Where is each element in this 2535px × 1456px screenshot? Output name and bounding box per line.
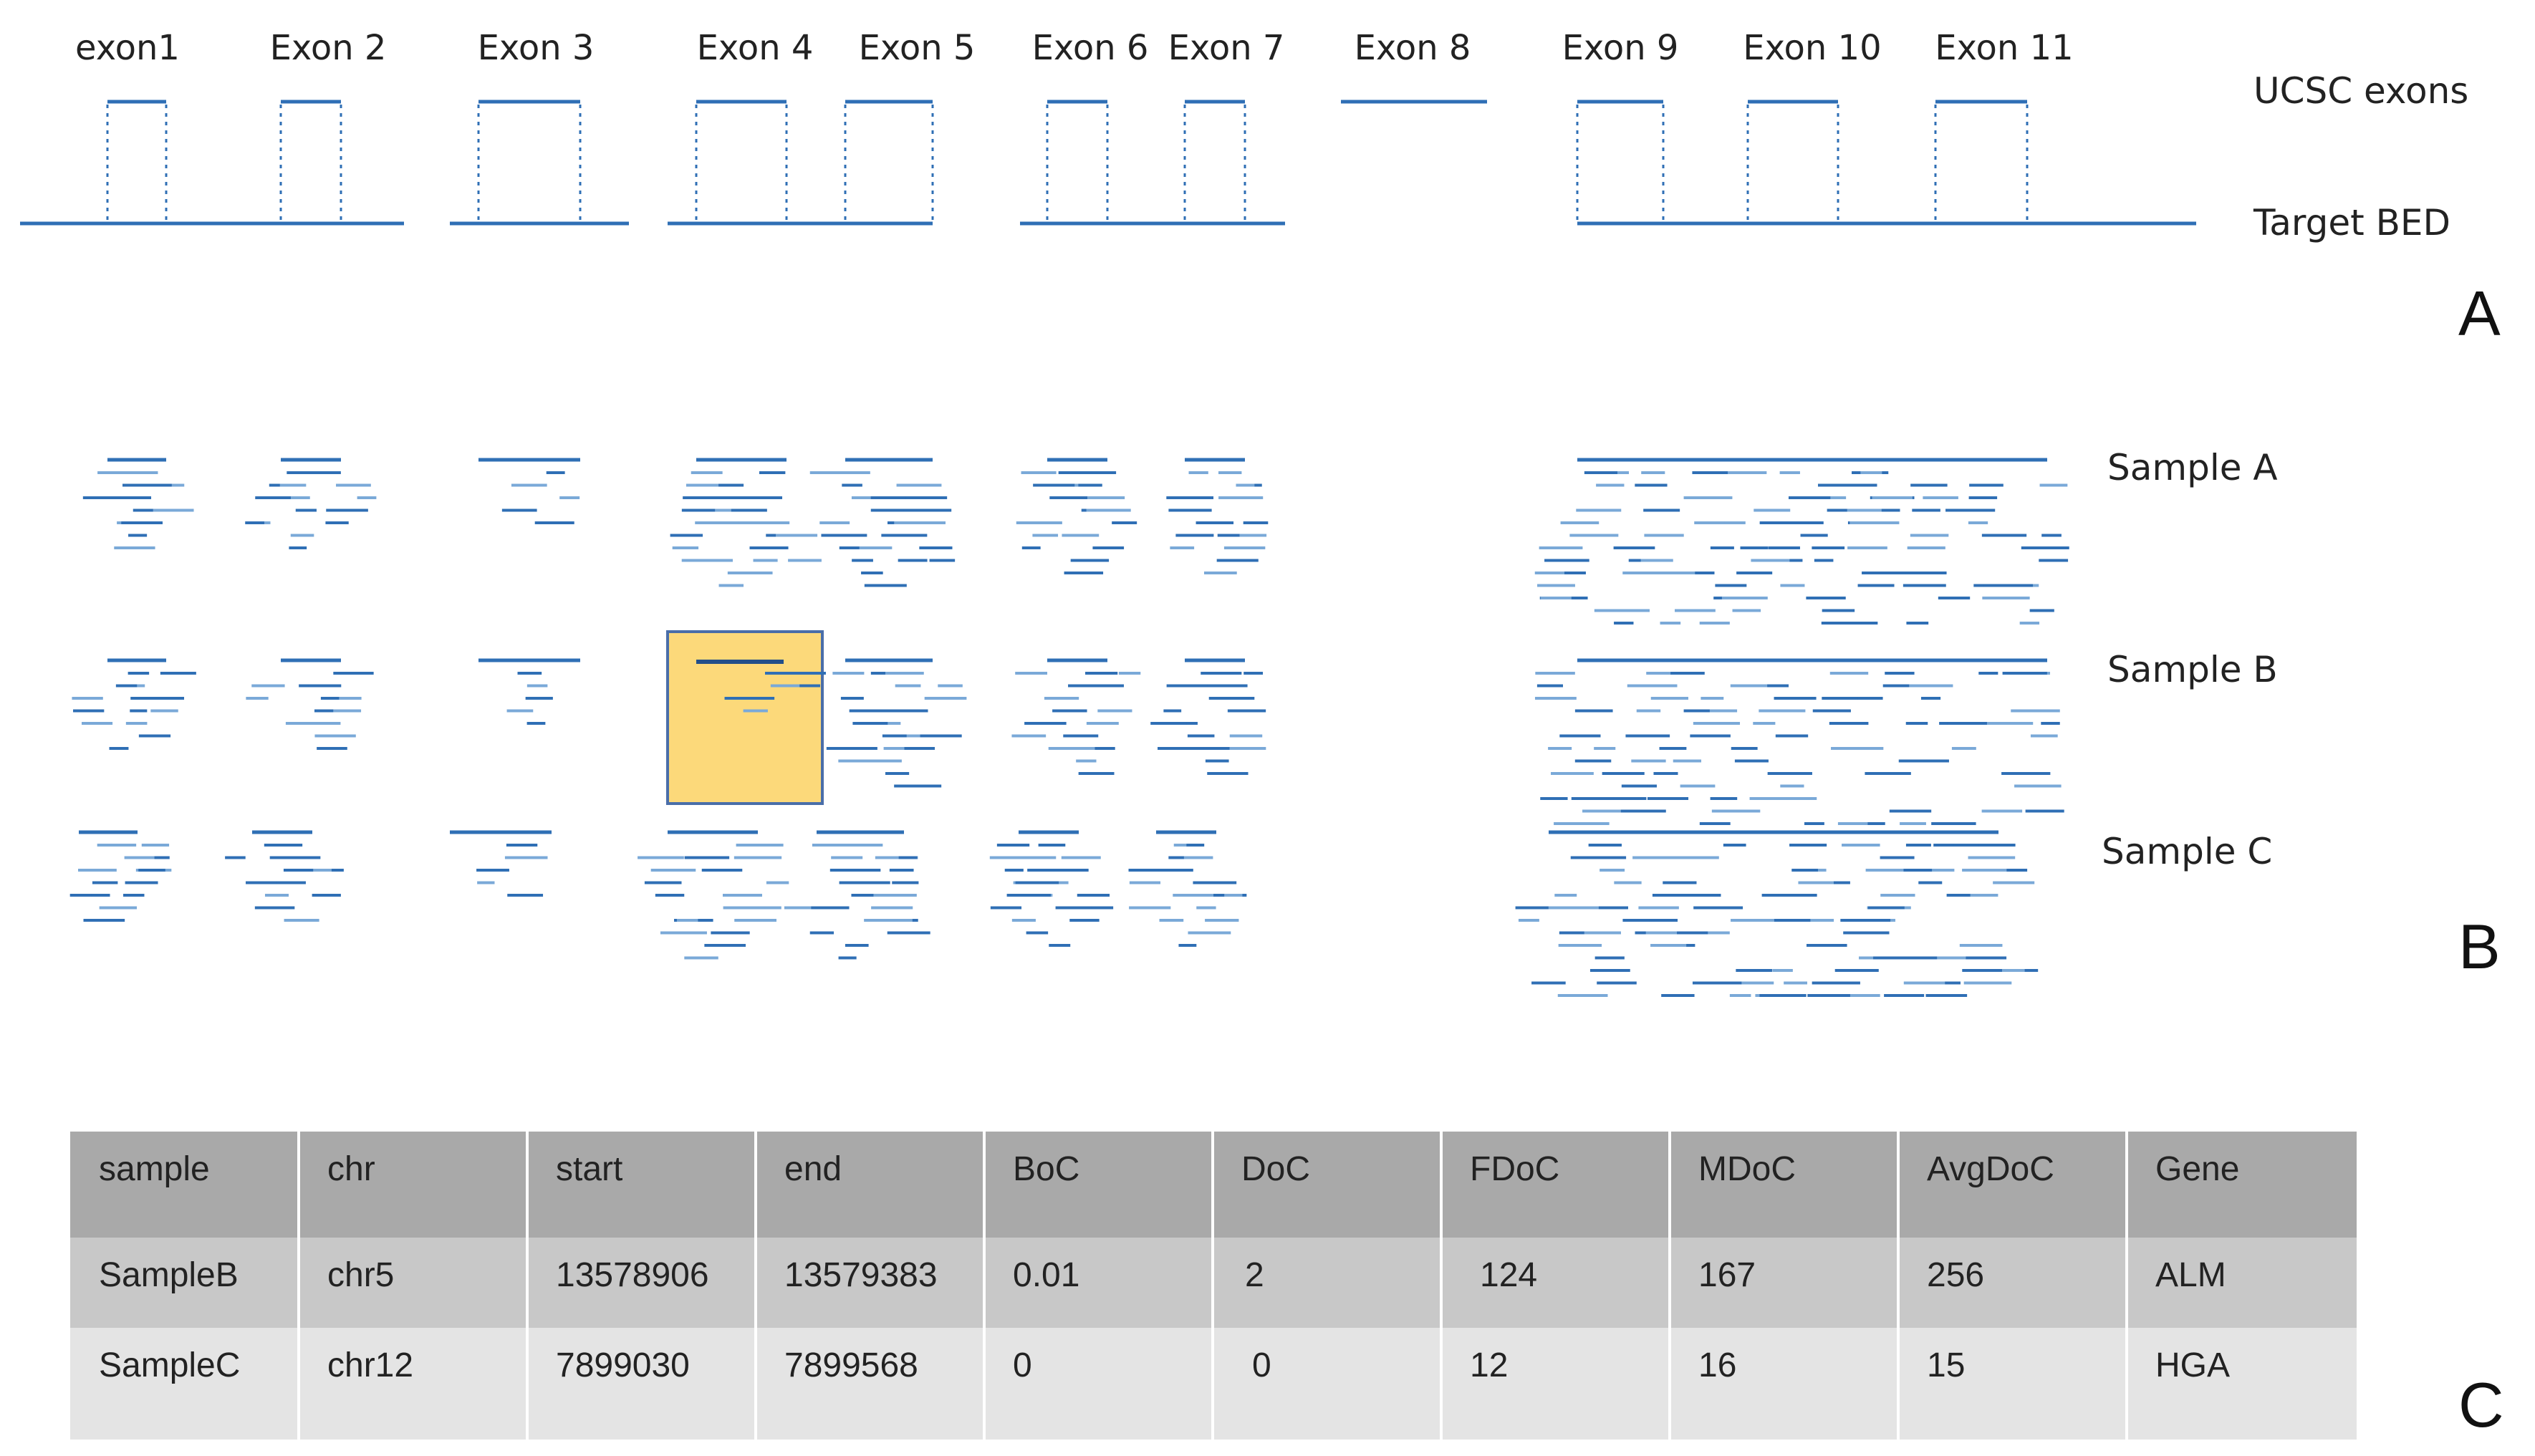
panel-a: exon1 Exon 2 Exon 3 Exon 4 Exon 5 Exon 6… [20,28,2501,349]
header-avgdoc: AvgDoC [1927,1150,2054,1188]
cell-start: 7899030 [556,1346,690,1384]
exon-label-6: Exon 6 [1032,28,1149,68]
header-gene: Gene [2155,1150,2239,1188]
panel-b-letter: B [2458,911,2501,982]
cell-chr: chr5 [327,1256,394,1294]
cell-chr: chr12 [327,1346,413,1384]
cell-sample: SampleC [99,1346,240,1384]
exon-connectors [106,105,2029,222]
exon-label-7: Exon 7 [1168,28,1285,68]
cell-boc: 0 [1013,1346,1032,1384]
header-chr: chr [327,1150,375,1188]
cell-fdoc: 124 [1480,1256,1537,1294]
cell-gene: HGA [2155,1346,2230,1384]
sample-label-c: Sample C [2102,831,2272,872]
cell-doc: 2 [1245,1256,1264,1294]
panel-c: sample chr start end BoC DoC FDoC MDoC A… [70,1132,2504,1440]
exon-label-2: Exon 2 [270,28,387,68]
exon-label-11: Exon 11 [1935,28,2073,68]
sample-label-b: Sample B [2107,649,2278,690]
cell-mdoc: 167 [1698,1256,1756,1294]
exon-label-9: Exon 9 [1562,28,1679,68]
cell-avgdoc: 15 [1927,1346,1965,1384]
exon-label-5: Exon 5 [859,28,976,68]
header-end: end [784,1150,842,1188]
header-fdoc: FDoC [1470,1150,1559,1188]
header-start: start [556,1150,622,1188]
sample-label-a: Sample A [2107,447,2278,488]
header-mdoc: MDoC [1698,1150,1796,1188]
exon-label-3: Exon 3 [478,28,595,68]
exon-labels: exon1 Exon 2 Exon 3 Exon 4 Exon 5 Exon 6… [75,28,2074,68]
cell-fdoc: 12 [1470,1346,1508,1384]
cell-gene: ALM [2155,1256,2226,1294]
summary-table: sample chr start end BoC DoC FDoC MDoC A… [70,1132,2357,1440]
panel-c-letter: C [2458,1369,2504,1440]
header-doc: DoC [1241,1150,1310,1188]
exon-label-8: Exon 8 [1355,28,1471,68]
exon-label-4: Exon 4 [697,28,814,68]
cell-avgdoc: 256 [1927,1256,1984,1294]
target-bed-label: Target BED [2253,202,2450,244]
cell-doc: 0 [1252,1346,1271,1384]
panel-a-letter: A [2458,278,2501,349]
low-coverage-highlight [666,630,824,805]
cell-sample: SampleB [99,1256,239,1294]
read-alignments [69,458,2069,997]
header-sample: sample [99,1150,210,1188]
table-column-dividers [297,1132,2128,1440]
header-boc: BoC [1013,1150,1079,1188]
ucsc-exons-label: UCSC exons [2253,70,2468,112]
exon-label-1: exon1 [75,28,180,68]
cell-mdoc: 16 [1698,1346,1736,1384]
table-row: SampleC chr12 7899030 7899568 0 0 12 16 … [99,1346,2230,1384]
cell-end: 7899568 [784,1346,918,1384]
cell-boc: 0.01 [1013,1256,1079,1294]
table-row: SampleB chr5 13578906 13579383 0.01 2 12… [99,1256,2226,1294]
cell-end: 13579383 [784,1256,938,1294]
panel-b: Sample A Sample B Sample C B [69,447,2501,997]
cell-start: 13578906 [556,1256,709,1294]
table-header-row: sample chr start end BoC DoC FDoC MDoC A… [99,1150,2239,1188]
exon-label-10: Exon 10 [1743,28,1881,68]
